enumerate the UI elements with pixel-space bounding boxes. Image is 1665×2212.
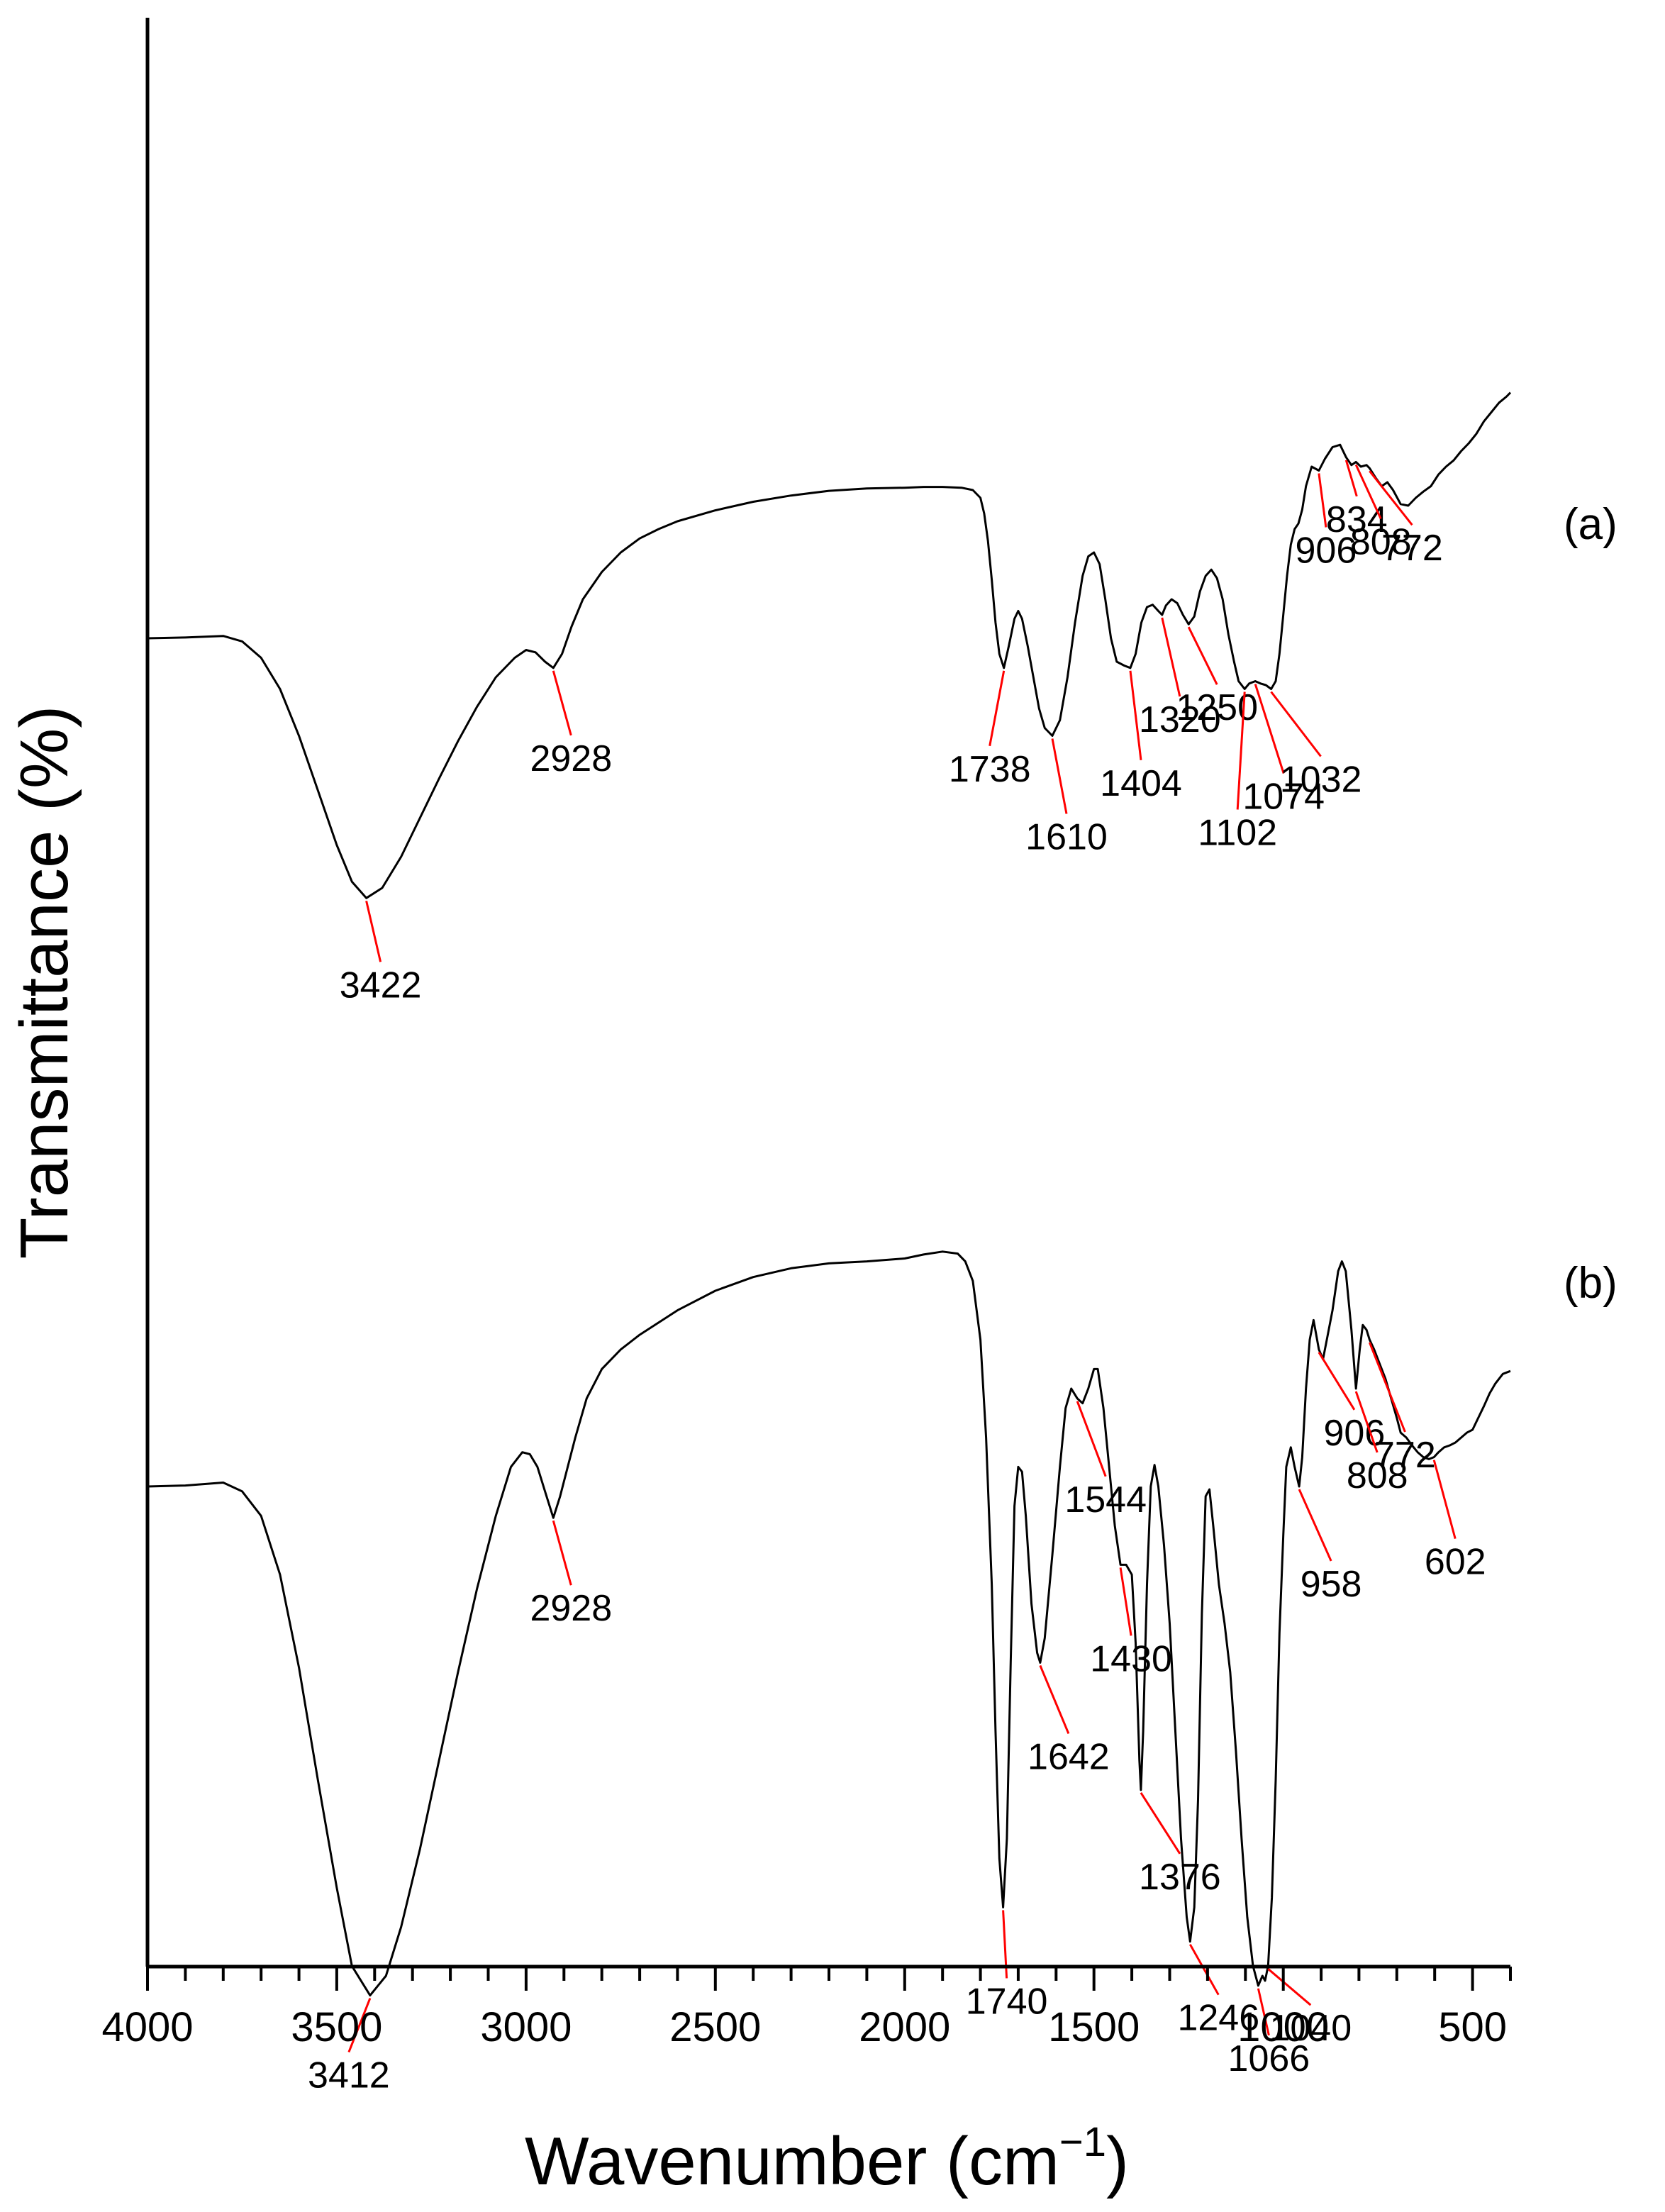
- peak-marker-line: [1051, 738, 1068, 814]
- peak-marker-line: [1318, 473, 1327, 528]
- peak-marker-line: [1432, 1460, 1457, 1539]
- peak-marker-line: [1344, 460, 1358, 497]
- peak-marker-line: [1161, 617, 1181, 697]
- peak-label: 808: [1350, 521, 1412, 562]
- peak-marker-line: [1187, 626, 1218, 685]
- x-tick-label: 2500: [669, 2004, 761, 2050]
- panel-labels: (a) (b): [1564, 500, 1617, 1308]
- x-tick-label: 1500: [1048, 2004, 1140, 2050]
- peak-marker-line: [1254, 684, 1285, 774]
- peak-marker-line: [1140, 1791, 1181, 1855]
- peak-marker-line: [1236, 691, 1246, 810]
- x-tick-label: 4000: [101, 2004, 193, 2050]
- series-layer: [147, 391, 1512, 1997]
- peak-label: 1376: [1139, 1857, 1221, 1898]
- peak-marker-line: [1354, 464, 1382, 520]
- peak-label: 906: [1296, 530, 1357, 572]
- peak-label: 772: [1374, 1435, 1436, 1476]
- peak-marker-line: [1119, 1567, 1132, 1636]
- spectrum-line-a: [147, 391, 1512, 899]
- peak-label: 3412: [308, 2055, 390, 2096]
- peak-label: 1246: [1177, 1998, 1259, 2039]
- x-tick-label: 500: [1438, 2004, 1507, 2050]
- peak-marker-line: [1298, 1489, 1332, 1562]
- peak-label: 1642: [1028, 1736, 1110, 1777]
- peak-label: 1074: [1242, 777, 1325, 818]
- peak-label: 834: [1326, 499, 1388, 540]
- peak-label: 1066: [1228, 2038, 1310, 2079]
- peak-label: 602: [1425, 1542, 1486, 1583]
- x-axis-ticks: 4000 3500 3000 2500 2000 1500 1000 500: [101, 1967, 1512, 2050]
- peak-marker-line: [1129, 670, 1142, 760]
- peak-label: 1102: [1198, 813, 1277, 854]
- spectrum-line-b: [147, 1250, 1511, 1997]
- peak-marker-line: [552, 670, 572, 736]
- peak-label: 1404: [1100, 763, 1182, 804]
- peak-marker-line: [1188, 1943, 1220, 1996]
- peak-marker-line: [552, 1520, 572, 1586]
- x-tick-label: 3500: [291, 2004, 382, 2050]
- peak-marker-line: [1369, 1342, 1406, 1433]
- peak-label: 1738: [949, 749, 1031, 790]
- peak-marker-line: [347, 1998, 372, 2053]
- peak-label: 772: [1381, 528, 1443, 569]
- peak-marker-line: [365, 900, 382, 962]
- peak-marker-line: [1270, 691, 1322, 757]
- x-axis-title-main: Wavenumber (cm: [525, 2123, 1059, 2199]
- peak-label: 2928: [530, 738, 612, 779]
- peak-label: 1740: [966, 1981, 1048, 2022]
- x-axis-title-close: ): [1106, 2123, 1129, 2199]
- peak-label: 3422: [340, 965, 422, 1006]
- peak-marker-line: [1267, 1968, 1312, 2006]
- peak-label: 1430: [1090, 1638, 1172, 1679]
- peak-label: 1032: [1280, 760, 1362, 801]
- x-axis-title-superscript: −1: [1059, 2119, 1106, 2165]
- peak-label: 1544: [1064, 1479, 1147, 1521]
- x-tick-label: 1000: [1237, 2004, 1329, 2050]
- x-tick-label: 3000: [480, 2004, 572, 2050]
- x-axis-title: Wavenumber (cm−1): [525, 2119, 1129, 2199]
- peak-label: 1040: [1269, 2008, 1352, 2049]
- y-axis-title: Transmittance (%): [6, 706, 82, 1260]
- peak-marker-line: [989, 670, 1006, 747]
- peak-marker-line: [1369, 470, 1413, 526]
- peak-marker-line: [1039, 1664, 1070, 1734]
- peak-label: 2928: [530, 1588, 612, 1629]
- peak-label: 1250: [1176, 687, 1258, 728]
- peak-label: 958: [1301, 1564, 1362, 1605]
- peak-marker-line: [1354, 1391, 1379, 1453]
- panel-label: (a): [1564, 500, 1617, 549]
- peak-label: 808: [1347, 1455, 1408, 1496]
- x-tick-label: 2000: [859, 2004, 950, 2050]
- panel-label: (b): [1564, 1259, 1617, 1308]
- peak-marker-line: [1076, 1401, 1107, 1477]
- peak-label: 1610: [1025, 817, 1108, 858]
- peak-marker-line: [1318, 1352, 1356, 1411]
- peak-label: 1320: [1139, 699, 1221, 740]
- peak-marker-line: [1257, 1988, 1270, 2036]
